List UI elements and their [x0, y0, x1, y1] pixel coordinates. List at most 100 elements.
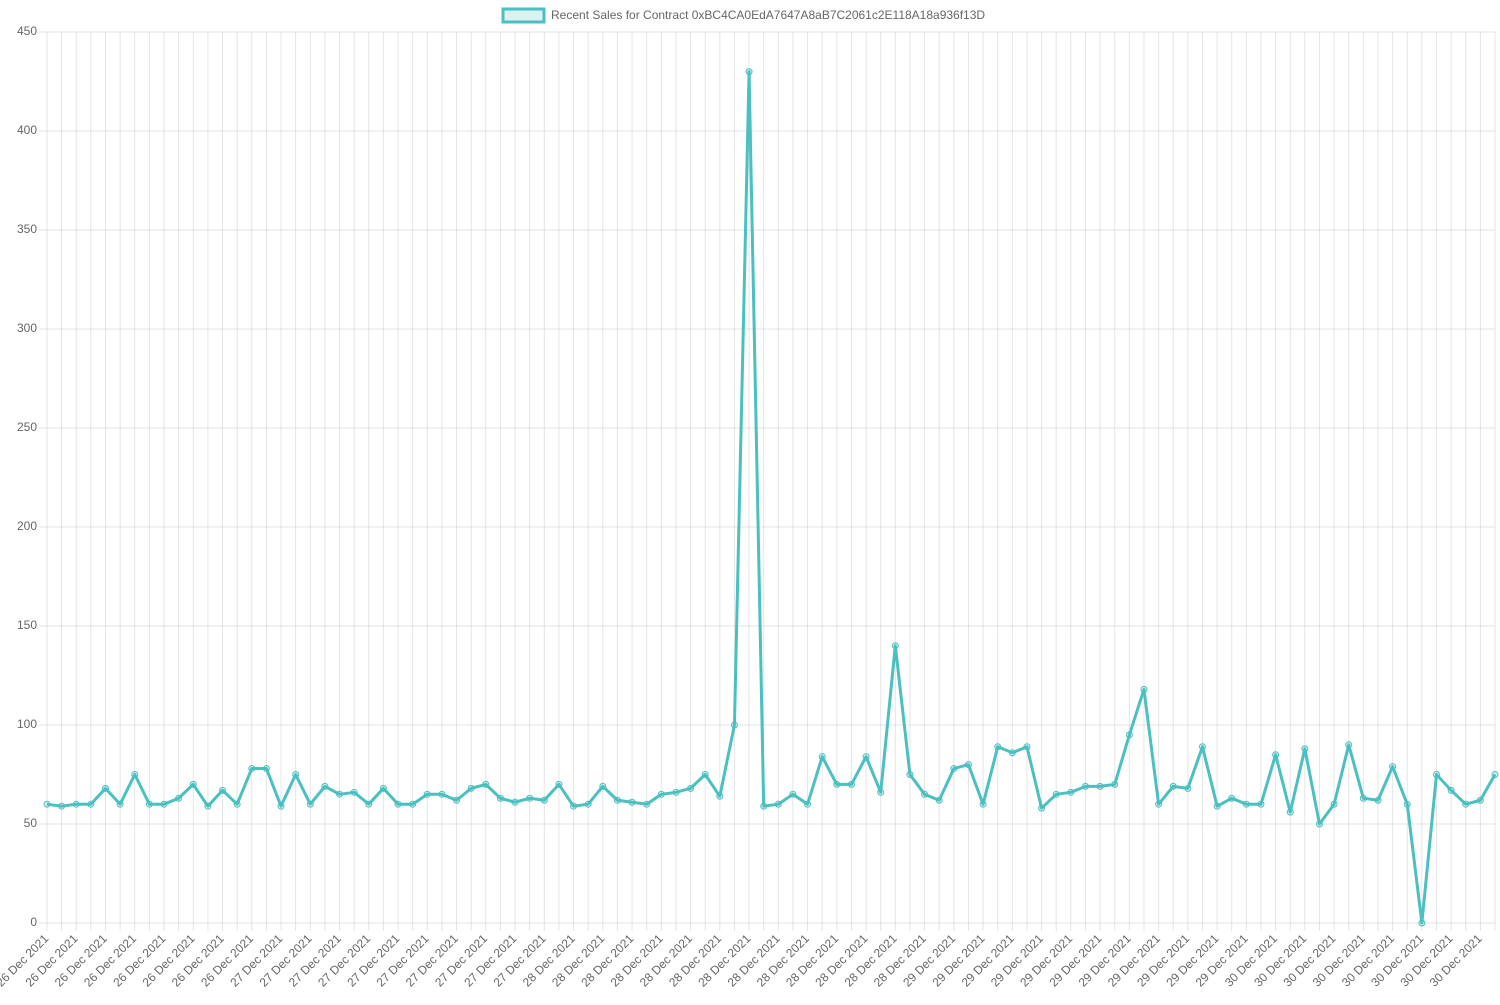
point [1476, 796, 1484, 804]
y-tick-label: 50 [24, 816, 38, 830]
point [248, 765, 256, 773]
point [409, 800, 417, 808]
point [394, 800, 402, 808]
y-tick-label: 350 [17, 222, 37, 236]
point [1155, 800, 1163, 808]
point [1491, 771, 1499, 778]
point [599, 782, 607, 790]
point [1067, 788, 1075, 796]
point [467, 784, 475, 792]
y-tick-label: 100 [17, 717, 37, 731]
point [1228, 794, 1236, 802]
point [1257, 800, 1265, 808]
point [306, 800, 314, 808]
point [1213, 802, 1221, 810]
point [994, 743, 1002, 751]
point [701, 771, 709, 778]
point [789, 790, 797, 798]
point [730, 721, 738, 729]
point [1081, 782, 1089, 790]
point [745, 68, 753, 76]
point [1315, 820, 1323, 828]
point [526, 794, 534, 802]
y-tick-label: 400 [17, 123, 37, 137]
point [131, 771, 139, 778]
point [1418, 919, 1426, 927]
point [818, 753, 826, 761]
point [833, 780, 841, 788]
point [1447, 786, 1455, 794]
point [145, 800, 153, 808]
point [1140, 685, 1148, 693]
point [774, 800, 782, 808]
point [584, 800, 592, 808]
point [1462, 800, 1470, 808]
point [1242, 800, 1250, 808]
point [935, 796, 943, 804]
point [657, 790, 665, 798]
point [1374, 796, 1382, 804]
legend-label: Recent Sales for Contract 0xBC4CA0EdA764… [551, 8, 985, 22]
point [350, 788, 358, 796]
point [906, 771, 914, 778]
point [555, 780, 563, 788]
point [1272, 751, 1280, 759]
point [262, 765, 270, 773]
point [87, 800, 95, 808]
point [453, 796, 461, 804]
point [233, 800, 241, 808]
point [1184, 784, 1192, 792]
point [1330, 800, 1338, 808]
point [643, 800, 651, 808]
point [950, 765, 958, 773]
point [1432, 771, 1440, 778]
point [1023, 743, 1031, 751]
point [628, 798, 636, 806]
point [570, 802, 578, 810]
y-tick-label: 0 [30, 915, 37, 929]
point [175, 794, 183, 802]
point [336, 790, 344, 798]
point [1096, 782, 1104, 790]
point [891, 642, 899, 650]
point [102, 784, 110, 792]
y-tick-label: 450 [17, 24, 37, 38]
point [1359, 794, 1367, 802]
point [116, 800, 124, 808]
point [1389, 763, 1397, 771]
point [672, 788, 680, 796]
point [58, 802, 66, 810]
point [1038, 804, 1046, 812]
point [804, 800, 812, 808]
point [847, 780, 855, 788]
point [716, 792, 724, 800]
point [43, 800, 51, 808]
y-tick-label: 300 [17, 321, 37, 335]
point [1169, 782, 1177, 790]
point [1125, 731, 1133, 739]
point [1301, 745, 1309, 753]
point [321, 782, 329, 790]
point [160, 800, 168, 808]
point [1403, 800, 1411, 808]
point [1198, 743, 1206, 751]
point [204, 802, 212, 810]
point [438, 790, 446, 798]
legend-swatch [501, 7, 546, 24]
point [979, 800, 987, 808]
point [292, 771, 300, 778]
point [496, 794, 504, 802]
point [1008, 749, 1016, 757]
point [964, 761, 972, 769]
point [219, 786, 227, 794]
point [687, 784, 695, 792]
point [1052, 790, 1060, 798]
point [72, 800, 80, 808]
y-tick-label: 150 [17, 618, 37, 632]
point [877, 788, 885, 796]
point [1286, 808, 1294, 816]
point [760, 802, 768, 810]
point [921, 790, 929, 798]
y-tick-label: 200 [17, 519, 37, 533]
point [862, 753, 870, 761]
